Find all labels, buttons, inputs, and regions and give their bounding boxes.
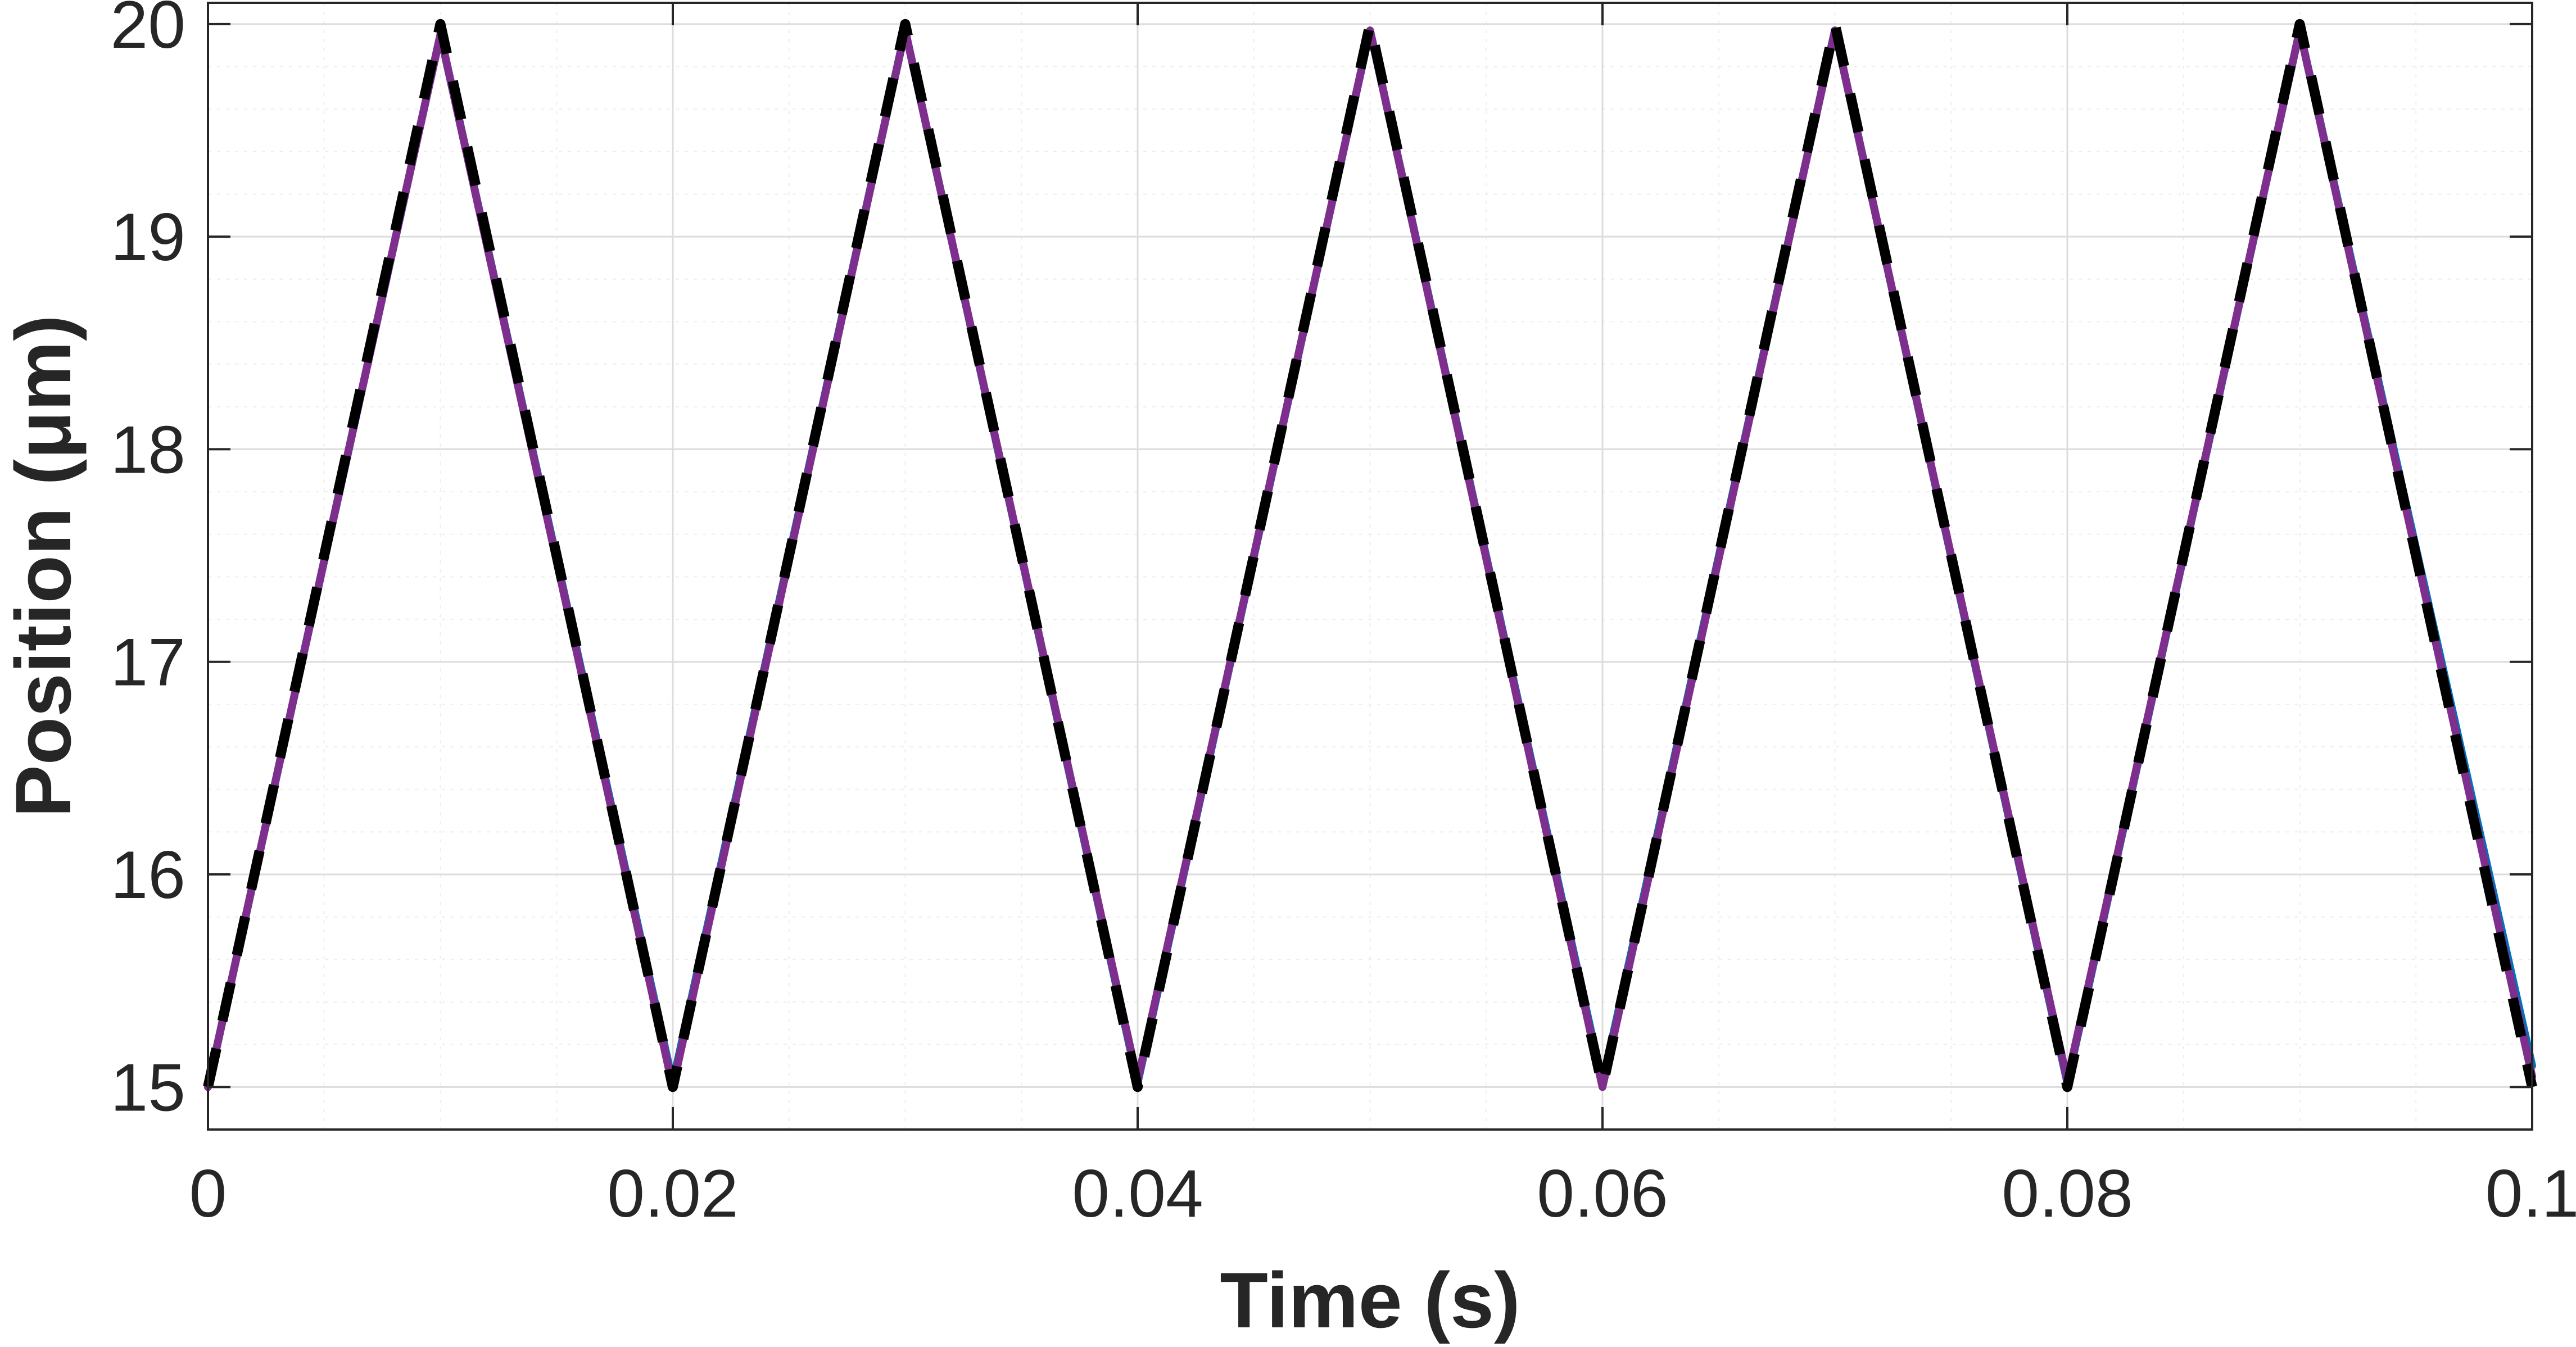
y-tick-label: 15 <box>111 1050 185 1125</box>
x-tick-label: 0 <box>189 1156 227 1231</box>
major-grid <box>207 3 2533 1130</box>
axis-ticks <box>207 3 2533 1130</box>
x-tick-label: 0.08 <box>2002 1156 2133 1231</box>
y-tick-labels: 15 16 17 18 19 20 <box>111 0 185 1125</box>
series-layer <box>203 19 2537 1092</box>
x-tick-label: 0.06 <box>1537 1156 1668 1231</box>
y-tick-label: 17 <box>111 625 185 700</box>
y-tick-label: 16 <box>111 837 185 913</box>
x-tick-label: 0.04 <box>1072 1156 1203 1231</box>
plot-frame <box>207 2 2533 1131</box>
x-tick-labels: 0 0.02 0.04 0.06 0.08 0.1 <box>189 1156 2576 1231</box>
y-tick-label: 19 <box>111 199 185 275</box>
x-tick-label: 0.02 <box>607 1156 739 1231</box>
series-line-3 <box>203 19 2537 1092</box>
y-tick-label: 20 <box>111 0 185 62</box>
y-axis-label: Position (μm) <box>0 315 87 817</box>
x-tick-label: 0.1 <box>2486 1156 2576 1231</box>
x-axis-label: Time (s) <box>1220 1256 1520 1344</box>
minor-grid <box>208 3 2532 1130</box>
y-tick-label: 18 <box>111 412 185 487</box>
